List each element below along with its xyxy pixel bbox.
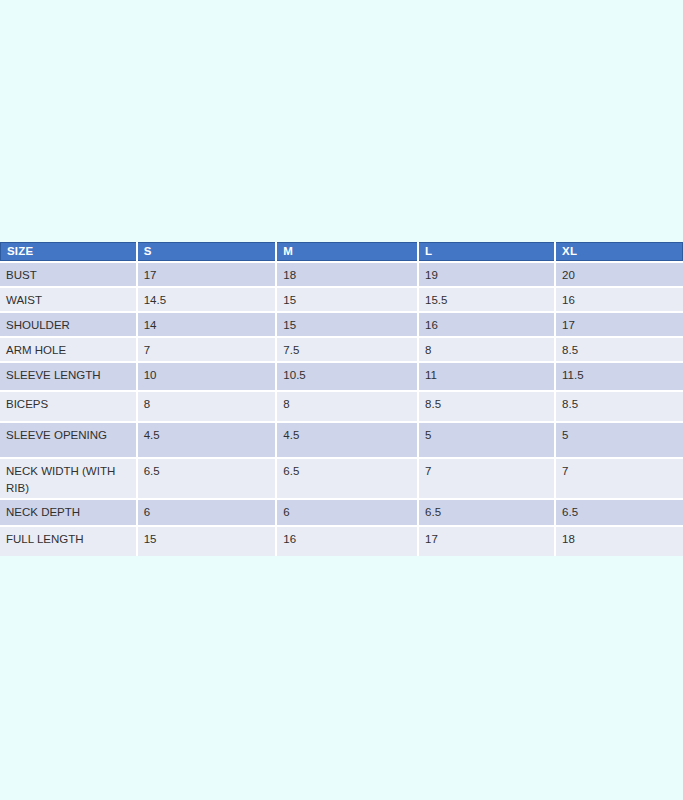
cell-value: 6.5 <box>138 459 276 498</box>
row-label: FULL LENGTH <box>0 527 136 556</box>
cell-value: 7 <box>138 338 276 361</box>
cell-value: 6 <box>277 500 417 525</box>
table-row: WAIST14.51515.516 <box>0 288 683 311</box>
column-header-xl: XL <box>556 242 683 261</box>
cell-value: 16 <box>556 288 683 311</box>
cell-value: 4.5 <box>138 423 276 457</box>
cell-value: 7.5 <box>277 338 417 361</box>
table-row: BUST17181920 <box>0 263 683 286</box>
cell-value: 8 <box>138 392 276 421</box>
row-label: SLEEVE OPENING <box>0 423 136 457</box>
cell-value: 15.5 <box>419 288 554 311</box>
column-header-size: SIZE <box>0 242 136 261</box>
table-row: NECK DEPTH666.56.5 <box>0 500 683 525</box>
size-chart-table: SIZESMLXL BUST17181920WAIST14.51515.516S… <box>0 242 683 556</box>
cell-value: 10.5 <box>277 363 417 390</box>
cell-value: 8.5 <box>556 338 683 361</box>
cell-value: 4.5 <box>277 423 417 457</box>
size-chart: SIZESMLXL BUST17181920WAIST14.51515.516S… <box>0 242 683 556</box>
cell-value: 14 <box>138 313 276 336</box>
cell-value: 16 <box>277 527 417 556</box>
table-row: BICEPS888.58.5 <box>0 392 683 421</box>
row-label: NECK WIDTH (WITH RIB) <box>0 459 136 498</box>
cell-value: 11 <box>419 363 554 390</box>
table-body: BUST17181920WAIST14.51515.516SHOULDER141… <box>0 263 683 556</box>
cell-value: 15 <box>138 527 276 556</box>
cell-value: 14.5 <box>138 288 276 311</box>
cell-value: 10 <box>138 363 276 390</box>
cell-value: 18 <box>277 263 417 286</box>
table-row: FULL LENGTH15161718 <box>0 527 683 556</box>
cell-value: 16 <box>419 313 554 336</box>
cell-value: 8 <box>419 338 554 361</box>
cell-value: 6.5 <box>277 459 417 498</box>
table-row: SLEEVE OPENING4.54.555 <box>0 423 683 457</box>
row-label: ARM HOLE <box>0 338 136 361</box>
cell-value: 15 <box>277 313 417 336</box>
cell-value: 17 <box>138 263 276 286</box>
column-header-l: L <box>419 242 554 261</box>
column-header-m: M <box>277 242 417 261</box>
cell-value: 15 <box>277 288 417 311</box>
column-header-s: S <box>138 242 276 261</box>
page-background: SIZESMLXL BUST17181920WAIST14.51515.516S… <box>0 0 683 800</box>
row-label: SHOULDER <box>0 313 136 336</box>
cell-value: 6 <box>138 500 276 525</box>
table-row: NECK WIDTH (WITH RIB)6.56.577 <box>0 459 683 498</box>
cell-value: 8 <box>277 392 417 421</box>
cell-value: 5 <box>419 423 554 457</box>
table-row: ARM HOLE77.588.5 <box>0 338 683 361</box>
row-label: BICEPS <box>0 392 136 421</box>
cell-value: 8.5 <box>556 392 683 421</box>
cell-value: 7 <box>419 459 554 498</box>
row-label: SLEEVE LENGTH <box>0 363 136 390</box>
row-label: BUST <box>0 263 136 286</box>
cell-value: 7 <box>556 459 683 498</box>
row-label: NECK DEPTH <box>0 500 136 525</box>
row-label: WAIST <box>0 288 136 311</box>
cell-value: 6.5 <box>419 500 554 525</box>
cell-value: 11.5 <box>556 363 683 390</box>
cell-value: 17 <box>556 313 683 336</box>
cell-value: 17 <box>419 527 554 556</box>
table-row: SHOULDER14151617 <box>0 313 683 336</box>
cell-value: 20 <box>556 263 683 286</box>
cell-value: 19 <box>419 263 554 286</box>
cell-value: 6.5 <box>556 500 683 525</box>
cell-value: 18 <box>556 527 683 556</box>
cell-value: 8.5 <box>419 392 554 421</box>
table-header-row: SIZESMLXL <box>0 242 683 261</box>
table-row: SLEEVE LENGTH1010.51111.5 <box>0 363 683 390</box>
cell-value: 5 <box>556 423 683 457</box>
